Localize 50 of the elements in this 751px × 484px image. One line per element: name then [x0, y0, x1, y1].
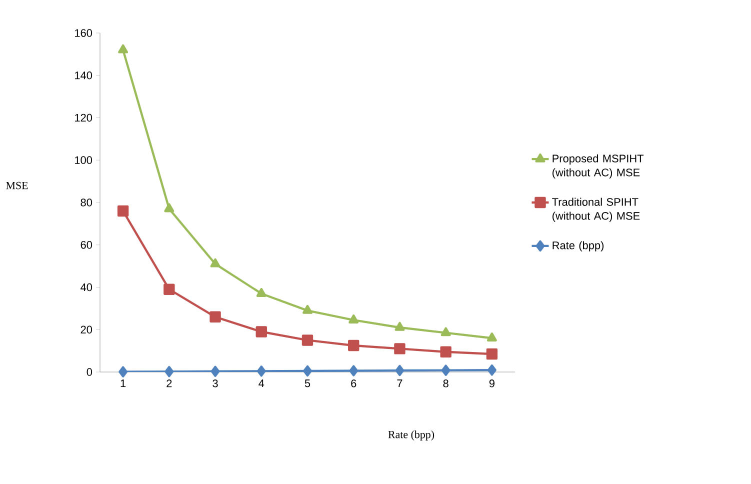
- point: [302, 304, 312, 314]
- y-tick-label: 80: [80, 198, 92, 206]
- x-tick-label: 7: [397, 380, 402, 388]
- point: [164, 284, 175, 295]
- point: [486, 348, 498, 360]
- point: [441, 364, 450, 376]
- point: [256, 366, 266, 377]
- y-tick-label: 20: [80, 326, 92, 334]
- y-tick-label: 120: [75, 114, 92, 122]
- point: [486, 332, 497, 342]
- x-tick-label: 5: [304, 380, 310, 388]
- y-tick-label: 160: [75, 29, 92, 37]
- point: [210, 366, 220, 377]
- x-tick-label: 2: [166, 380, 172, 388]
- point: [440, 346, 452, 358]
- legend-label: Rate (bpp): [552, 241, 604, 252]
- point: [117, 205, 129, 217]
- point: [118, 44, 128, 54]
- point: [210, 258, 220, 268]
- point: [164, 203, 174, 212]
- point: [210, 311, 221, 323]
- point: [440, 327, 451, 336]
- x-tick-label: 6: [351, 380, 356, 388]
- point: [302, 334, 314, 346]
- point: [348, 340, 360, 352]
- x-tick-label: 1: [120, 380, 126, 388]
- point: [395, 364, 404, 376]
- x-tick-label: 8: [443, 380, 448, 388]
- point: [256, 288, 266, 297]
- point: [394, 343, 406, 354]
- point: [164, 366, 174, 378]
- point: [348, 314, 359, 324]
- point: [349, 365, 358, 376]
- y-axis-title: MSE: [6, 182, 28, 190]
- legend-label: Traditional SPIHT (without AC) MSE: [552, 198, 640, 222]
- y-tick-label: 60: [80, 241, 92, 249]
- y-tick-label: 40: [80, 283, 92, 292]
- x-tick-label: 3: [212, 380, 218, 388]
- point: [487, 364, 496, 376]
- legend-label: Proposed MSPIHT (without AC) MSE: [552, 154, 644, 179]
- x-tick-label: 4: [258, 380, 264, 388]
- x-axis-title: Rate (bpp): [388, 430, 434, 440]
- point: [256, 326, 267, 338]
- point: [118, 366, 128, 378]
- point: [303, 365, 312, 377]
- x-tick-label: 9: [489, 380, 494, 388]
- point: [394, 322, 405, 331]
- y-tick-label: 140: [75, 72, 92, 80]
- y-tick-label: 0: [86, 368, 92, 376]
- y-tick-label: 100: [75, 156, 92, 164]
